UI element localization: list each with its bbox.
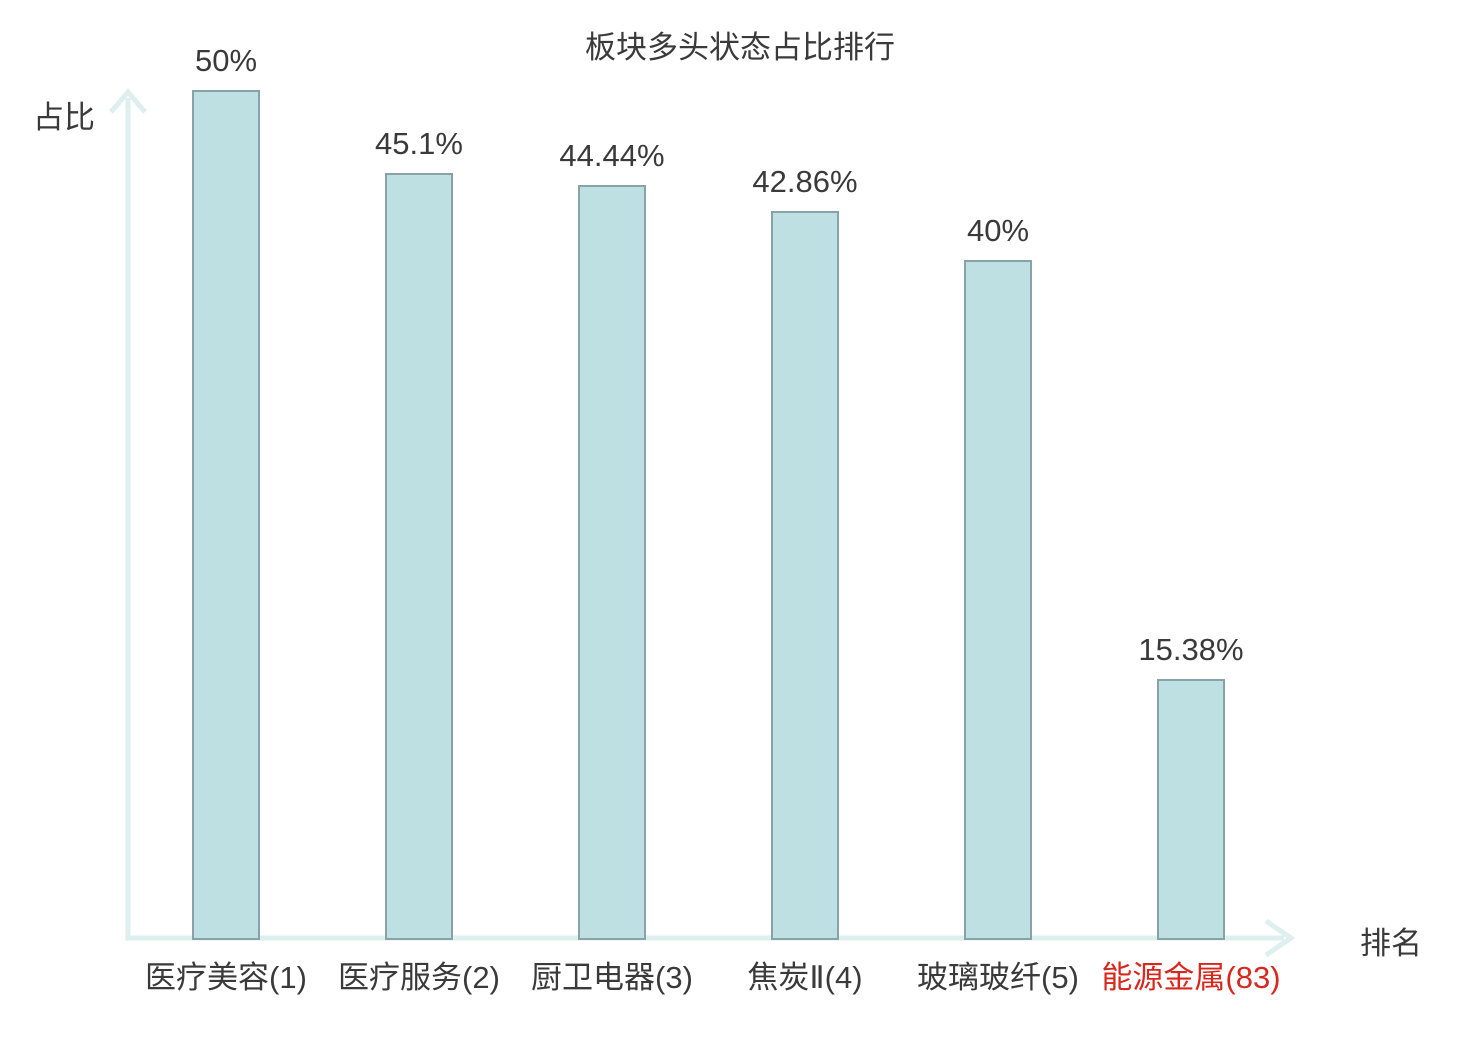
bar-value-label: 15.38% [1138, 631, 1244, 667]
chart-title: 板块多头状态占比排行 [585, 30, 895, 65]
x-axis-label: 排名 [1360, 926, 1422, 961]
bar-category-label: 玻璃玻纤(5) [917, 960, 1079, 995]
bar-value-label: 42.86% [752, 163, 858, 199]
bar [385, 173, 453, 940]
bar-category-label: 厨卫电器(3) [531, 960, 693, 995]
bar-category-label: 医疗服务(2) [338, 960, 500, 995]
bar-value-label: 40% [966, 212, 1030, 248]
bar [1157, 679, 1225, 940]
bar-value-label: 44.44% [559, 137, 665, 173]
bar-category-label: 医疗美容(1) [145, 960, 307, 995]
bar [771, 211, 839, 940]
x-axis-arrow-icon [1264, 918, 1296, 958]
bar-category-label: 能源金属(83) [1101, 960, 1281, 995]
bar [192, 90, 260, 940]
y-axis-arrow-icon [109, 88, 147, 114]
bar [578, 185, 646, 940]
bar-value-label: 45.1% [375, 125, 463, 161]
bar [964, 260, 1032, 940]
bar-category-label: 焦炭Ⅱ(4) [747, 960, 863, 995]
y-axis-label: 占比 [33, 100, 95, 135]
bar-value-label: 50% [194, 42, 258, 78]
